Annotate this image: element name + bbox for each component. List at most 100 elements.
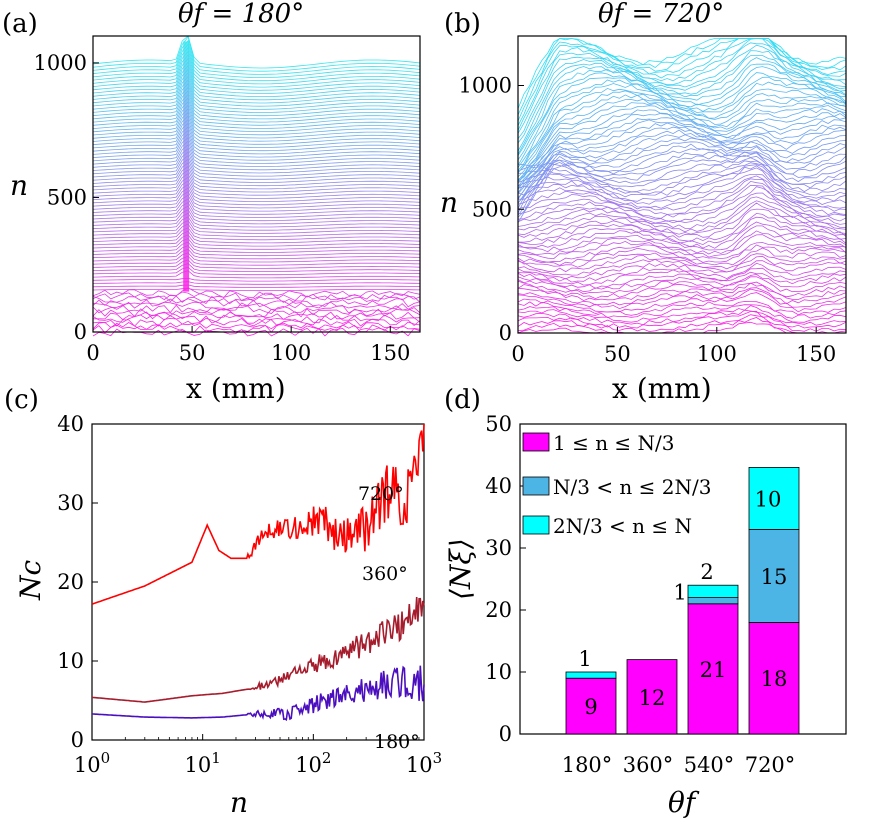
contour-line [517, 174, 847, 205]
contour-line [517, 244, 847, 266]
contour-line [92, 304, 421, 314]
contour-line [517, 141, 847, 204]
contour-line [517, 253, 847, 273]
contour-line [517, 247, 847, 268]
panel-b-xlabel: x (mm) [612, 372, 712, 405]
panel-b: (b) θf = 720° 0 50 100 150 0 500 1000 n x (mm) [440, 0, 847, 405]
contour-line [92, 144, 421, 167]
contour-line [92, 158, 421, 180]
contour-line [517, 126, 847, 195]
contour-line [517, 151, 847, 216]
panel-b-title: θf = 720° [598, 0, 724, 29]
x-tick-label: 0 [86, 341, 99, 365]
series-label-720: 720° [358, 483, 404, 505]
contour-line [517, 234, 847, 260]
contour-line [517, 184, 847, 219]
panel-d-ylabel: ⟨Nξ⟩ [444, 538, 477, 600]
panel-a-plot [92, 35, 421, 337]
contour-line [92, 97, 421, 126]
contour-line [92, 111, 421, 139]
y-tick-label: 50 [485, 412, 512, 436]
y-tick-label: 30 [57, 491, 84, 515]
panel-b-ticks: 0 50 100 150 0 500 1000 [459, 74, 837, 367]
bar-label-low: 18 [761, 667, 788, 691]
contour-line [518, 175, 847, 209]
contour-line [517, 119, 847, 190]
contour-line [517, 267, 847, 286]
contour-line [517, 134, 847, 200]
contour-line [517, 42, 847, 139]
contour-line [517, 304, 847, 319]
contour-line [517, 102, 847, 180]
contour-line [92, 68, 421, 101]
contour-line [517, 186, 847, 223]
contour-line [92, 216, 421, 231]
contour-line [92, 234, 421, 247]
y-tick-label: 20 [485, 598, 512, 622]
contour-line [92, 90, 421, 120]
contour-line [92, 35, 421, 69]
contour-line [517, 88, 847, 174]
contour-line [92, 126, 421, 152]
contour-line [517, 242, 847, 263]
panel-c-letter: (c) [4, 385, 39, 415]
bar-segment-1 [687, 597, 739, 605]
contour-line [92, 298, 421, 308]
contour-line [92, 270, 421, 279]
contour-line [92, 212, 421, 228]
contour-line [517, 112, 847, 187]
contour-line [517, 66, 847, 166]
contour-line [517, 202, 847, 236]
legend-label-high: 2N/3 < n ≤ N [553, 514, 692, 538]
legend-swatch-high [522, 515, 550, 535]
contour-line [92, 205, 421, 222]
contour-line [517, 178, 847, 212]
contour-line [517, 165, 847, 199]
contour-line [517, 164, 847, 196]
contour-line [517, 122, 847, 194]
panel-d-xlabel: θf [668, 786, 700, 819]
contour-line [517, 98, 847, 181]
contour-line [92, 75, 421, 107]
contour-line [517, 212, 847, 243]
panel-c-plot [91, 423, 425, 721]
contour-line [517, 287, 847, 306]
contour-line [92, 294, 421, 305]
contour-line [517, 221, 847, 249]
contour-line [517, 55, 847, 155]
bar-label-mid: 1 [673, 581, 686, 605]
bar-label-mid: 15 [761, 565, 788, 589]
y-tick-label: 10 [57, 649, 84, 673]
legend-swatch-mid [522, 476, 550, 496]
contour-line [517, 137, 847, 204]
contour-line [517, 314, 847, 332]
contour-line [92, 266, 421, 276]
contour-line [92, 176, 421, 196]
contour-line [92, 191, 421, 209]
x-tick-label: 102 [295, 749, 331, 777]
contour-line [517, 288, 847, 310]
panel-d-legend: 1 ≤ n ≤ N/3 N/3 < n ≤ 2N/3 2N/3 < n ≤ N [522, 431, 711, 538]
panel-c: (c) 100 101 102 103 0 10 20 30 40 720° 360° 180°… [4, 385, 442, 819]
contour-line [517, 38, 847, 131]
contour-line [92, 281, 421, 285]
contour-line [517, 317, 847, 334]
y-tick-label: 0 [499, 722, 512, 746]
bar-segment-0 [748, 622, 800, 735]
panel-a-frame [92, 35, 421, 333]
contour-line [517, 200, 847, 233]
contour-line [92, 227, 421, 241]
y-tick-label: 500 [47, 185, 87, 209]
contour-line [92, 259, 421, 269]
contour-line [92, 93, 421, 123]
panel-a-ticks: 0 50 100 150 0 500 1000 [34, 51, 411, 365]
contour-line [92, 230, 421, 244]
contour-line [92, 287, 421, 292]
contour-line [92, 201, 421, 218]
contour-line [92, 50, 421, 85]
contour-line [517, 38, 847, 126]
panel-b-frame [517, 35, 847, 334]
panel-b-plot [517, 38, 847, 334]
panel-d-ticks: 0 10 20 30 40 50 [485, 412, 526, 746]
